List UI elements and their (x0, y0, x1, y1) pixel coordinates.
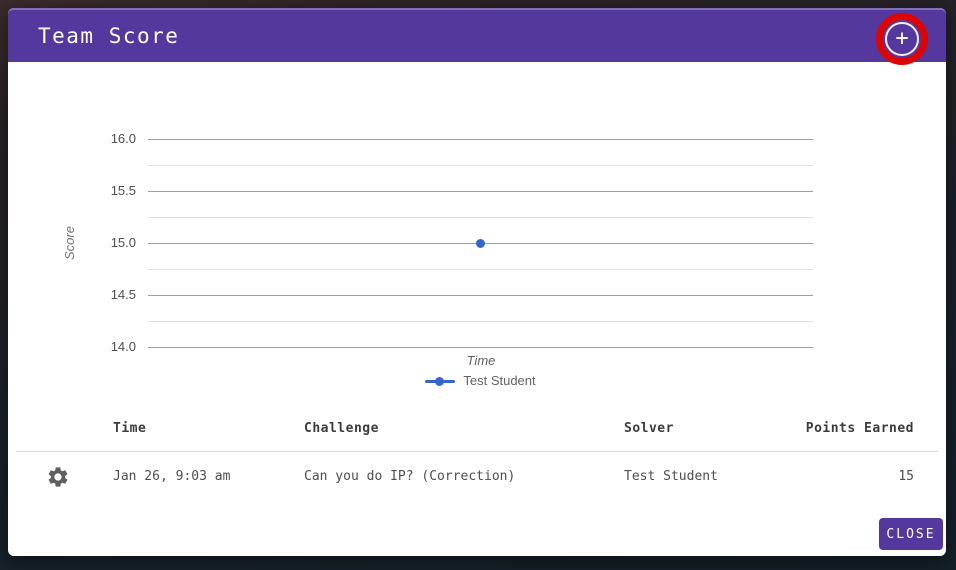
gridline-major (148, 191, 813, 192)
column-header-points: Points Earned (805, 421, 914, 436)
legend-dot (435, 376, 445, 386)
column-header-challenge: Challenge (304, 421, 379, 436)
cell-solver: Test Student (624, 469, 718, 484)
plus-icon: + (895, 26, 909, 51)
y-tick: 16.0 (110, 131, 136, 146)
page-title: Team Score (38, 24, 180, 48)
column-header-solver: Solver (624, 421, 674, 436)
row-settings-button[interactable] (46, 465, 70, 489)
y-tick: 14.0 (110, 339, 136, 354)
y-tick: 14.5 (110, 287, 136, 302)
modal-header: Team Score + (8, 8, 946, 65)
close-button[interactable]: CLOSE (879, 518, 943, 550)
cell-points: 15 (898, 469, 914, 484)
y-tick: 15.0 (110, 235, 136, 250)
gridline-minor (148, 217, 813, 218)
annotation-circle: + (876, 13, 928, 65)
y-tick: 15.5 (110, 183, 136, 198)
chart-legend: Test Student (148, 373, 813, 389)
gridline-minor (148, 321, 813, 322)
column-header-time: Time (113, 421, 147, 436)
table-header-divider (16, 451, 938, 452)
gear-icon (48, 467, 68, 487)
gridline-major (148, 139, 813, 140)
gridline-minor (148, 269, 813, 270)
cell-time: Jan 26, 9:03 am (113, 469, 231, 484)
x-axis-title: Time (466, 353, 496, 368)
add-button[interactable]: + (885, 22, 919, 56)
gridline-minor (148, 165, 813, 166)
legend-label: Test Student (463, 373, 536, 388)
y-axis-title: Score (62, 226, 77, 260)
gridline-major (148, 295, 813, 296)
cell-challenge: Can you do IP? (Correction) (304, 469, 516, 484)
gridline-major (148, 347, 813, 348)
team-score-modal: Team Score + Score 16.0 15.5 15.0 14.5 1… (8, 8, 946, 556)
legend-line-marker (425, 376, 456, 386)
series-data-point[interactable] (476, 239, 485, 248)
